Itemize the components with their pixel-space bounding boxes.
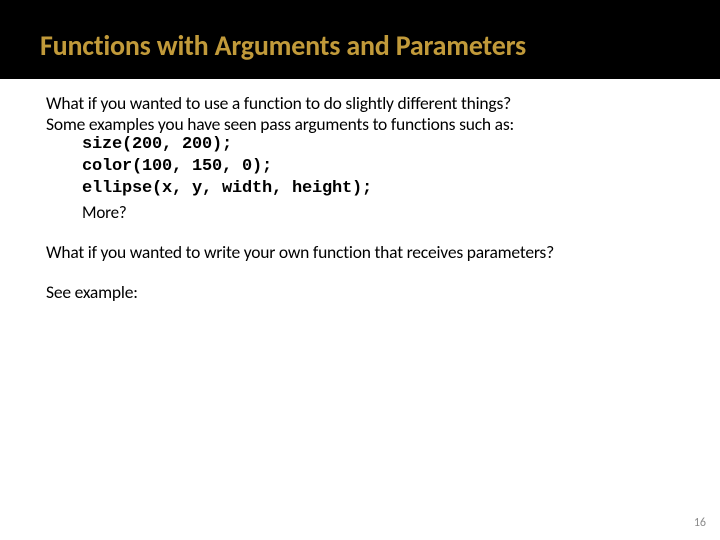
code-line: ellipse(x, y, width, height); [82, 178, 674, 200]
more-label: More? [82, 202, 674, 223]
slide-content: What if you wanted to use a function to … [0, 79, 720, 303]
paragraph-see-example: See example: [46, 281, 674, 303]
paragraph-question: What if you wanted to write your own fun… [46, 241, 674, 263]
code-line: size(200, 200); [82, 134, 674, 156]
header-band: Functions with Arguments and Parameters [0, 0, 720, 79]
paragraph-intro-1: What if you wanted to use a function to … [46, 93, 674, 114]
slide-title: Functions with Arguments and Parameters [40, 28, 720, 63]
paragraph-intro-2: Some examples you have seen pass argumen… [46, 114, 674, 135]
page-number: 16 [694, 516, 706, 530]
code-example-block: size(200, 200); color(100, 150, 0); elli… [82, 134, 674, 199]
code-line: color(100, 150, 0); [82, 156, 674, 178]
